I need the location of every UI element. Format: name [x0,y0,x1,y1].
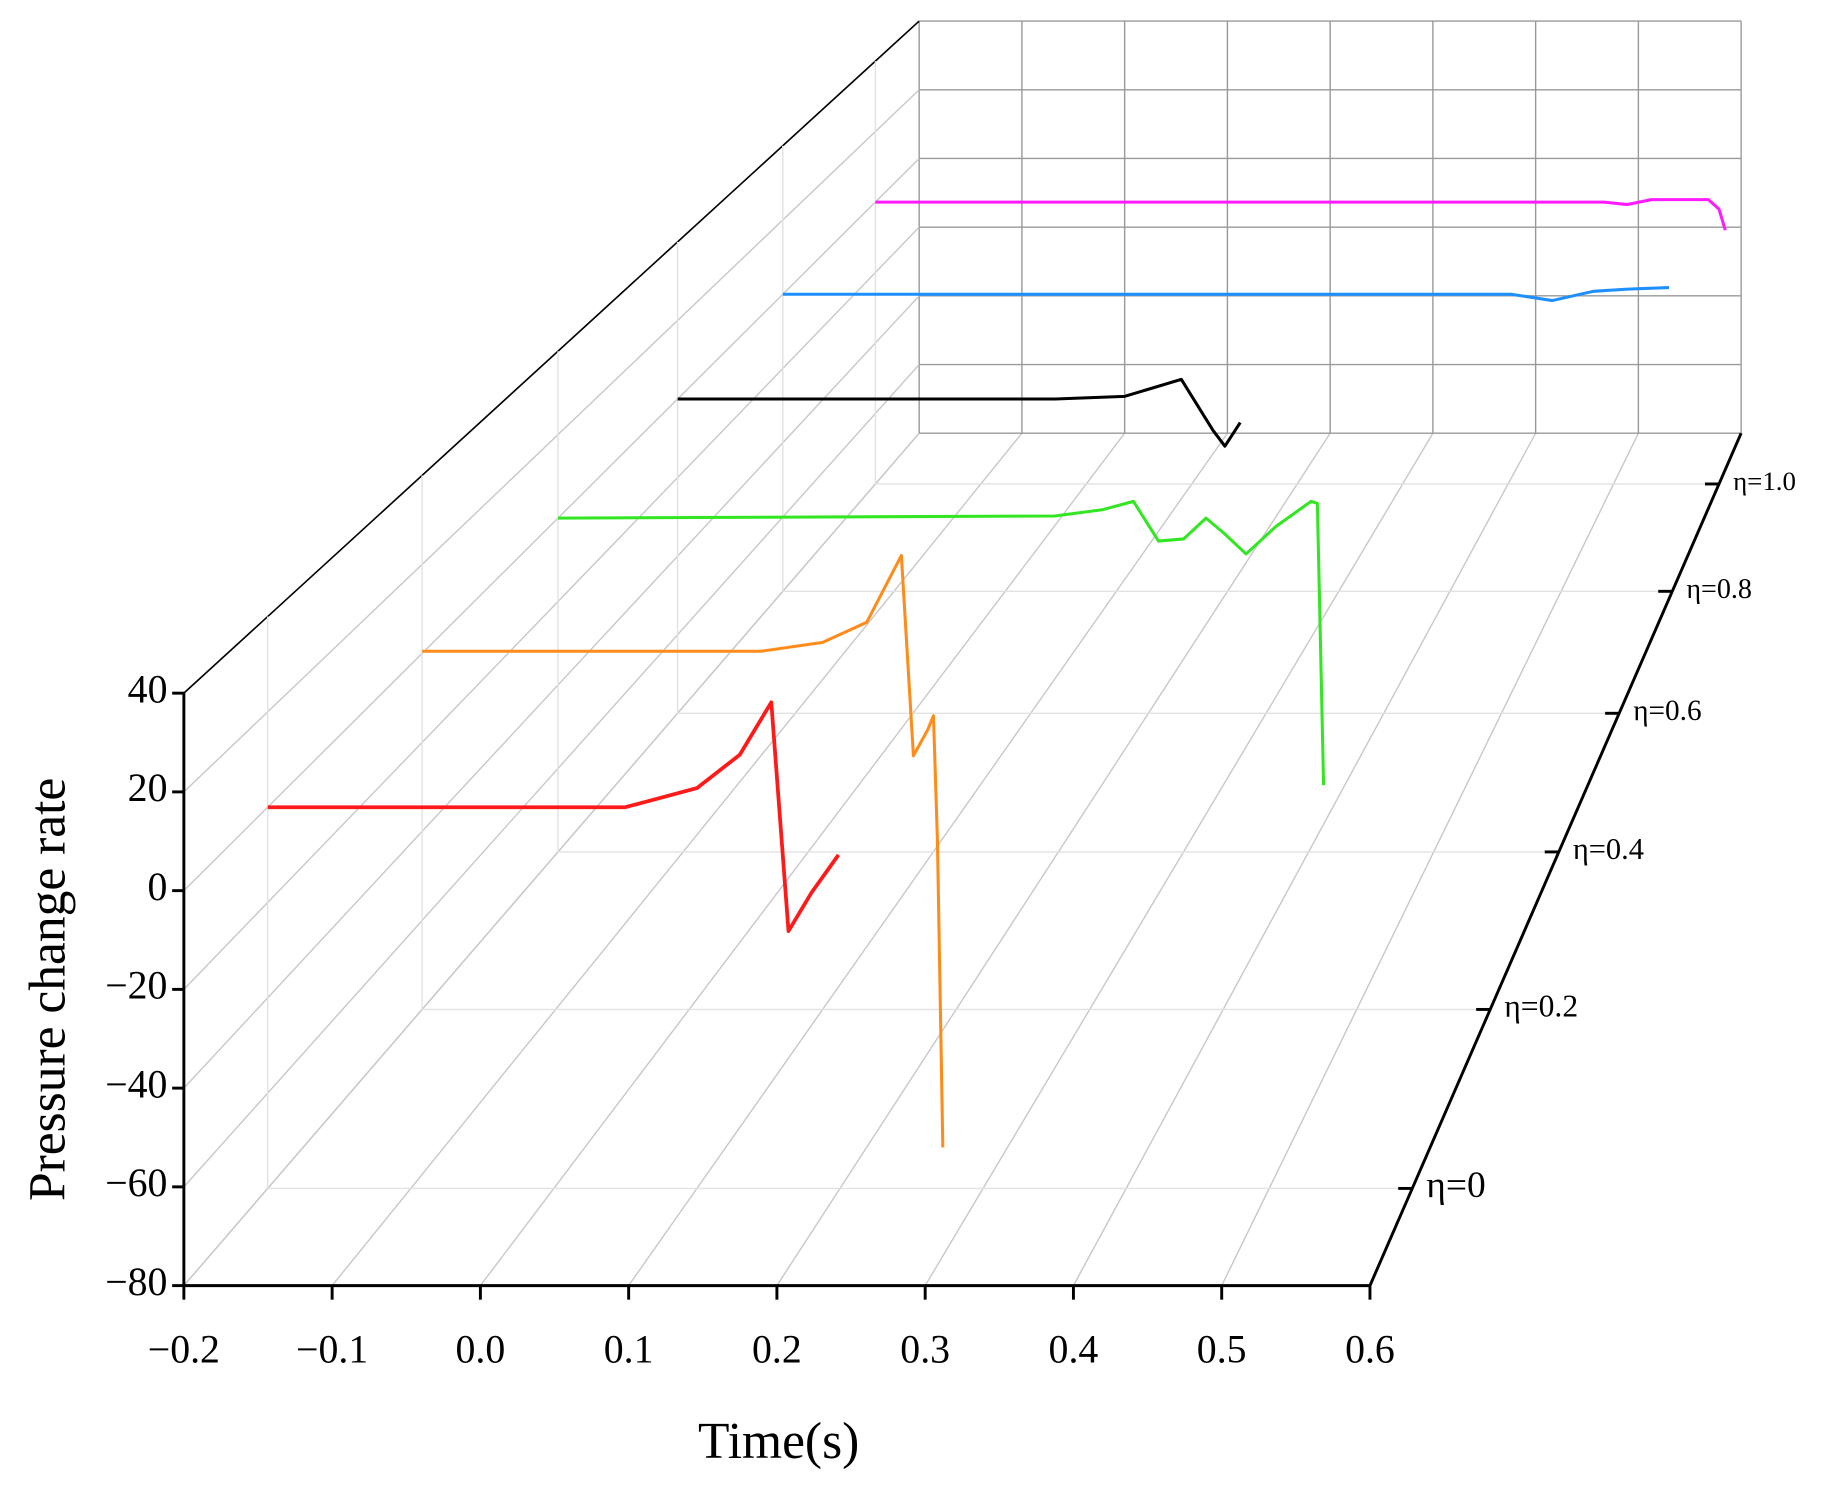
y-tick-label: −60 [105,1161,167,1205]
floor-grid-line [1072,432,1537,1286]
z-tick-label: η=0.4 [1573,832,1644,866]
x-tick-label: −0.1 [296,1328,368,1372]
wall-grid-line [183,157,920,892]
floor-grid-line [776,432,1331,1286]
floor-grid-line [1221,432,1640,1286]
x-tick-label: 0.3 [900,1328,950,1372]
data-line [875,198,1727,231]
floor-grid-line [924,432,1434,1286]
z-axis [1368,432,1743,1287]
x-tick-label: 0.0 [456,1328,506,1372]
data-line [677,377,1242,448]
floor-grid-line [628,432,1228,1287]
y-tick-label: 0 [148,865,168,909]
floor-grid-line [331,432,1023,1287]
data-line [267,700,841,933]
x-axis-title: Time(s) [698,1413,859,1470]
data-line [782,286,1670,303]
data-line [422,553,945,1148]
wall-grid-line [183,432,920,1287]
x-tick-label: 0.5 [1197,1328,1247,1372]
wall-grid-line [183,295,920,1089]
y-axis-title: Pressure change rate [20,778,77,1201]
y-tick-label: −80 [105,1260,167,1304]
wall-grid-line [183,226,920,990]
data-line [557,499,1326,786]
floor-grid-line [479,432,1126,1287]
wall-grid-line [183,89,920,793]
z-tick-label: η=0.8 [1686,574,1752,605]
x-tick-label: 0.1 [604,1328,654,1372]
x-tick-label: 0.6 [1345,1328,1395,1372]
z-tick-label: η=0 [1426,1165,1485,1206]
x-tick-label: 0.4 [1049,1328,1099,1372]
y-tick-label: 20 [128,766,168,810]
y-tick-label: 40 [128,667,168,711]
z-tick-label: η=1.0 [1733,466,1796,496]
wall-grid-line [183,20,920,694]
z-tick-label: η=0.6 [1633,695,1701,727]
z-tick-label: η=0.2 [1504,989,1578,1024]
x-tick-label: 0.2 [752,1328,802,1372]
y-tick-label: −40 [105,1062,167,1106]
y-tick-label: −20 [105,964,167,1008]
wall-grid-line [183,364,920,1188]
x-tick-label: −0.2 [148,1328,220,1372]
